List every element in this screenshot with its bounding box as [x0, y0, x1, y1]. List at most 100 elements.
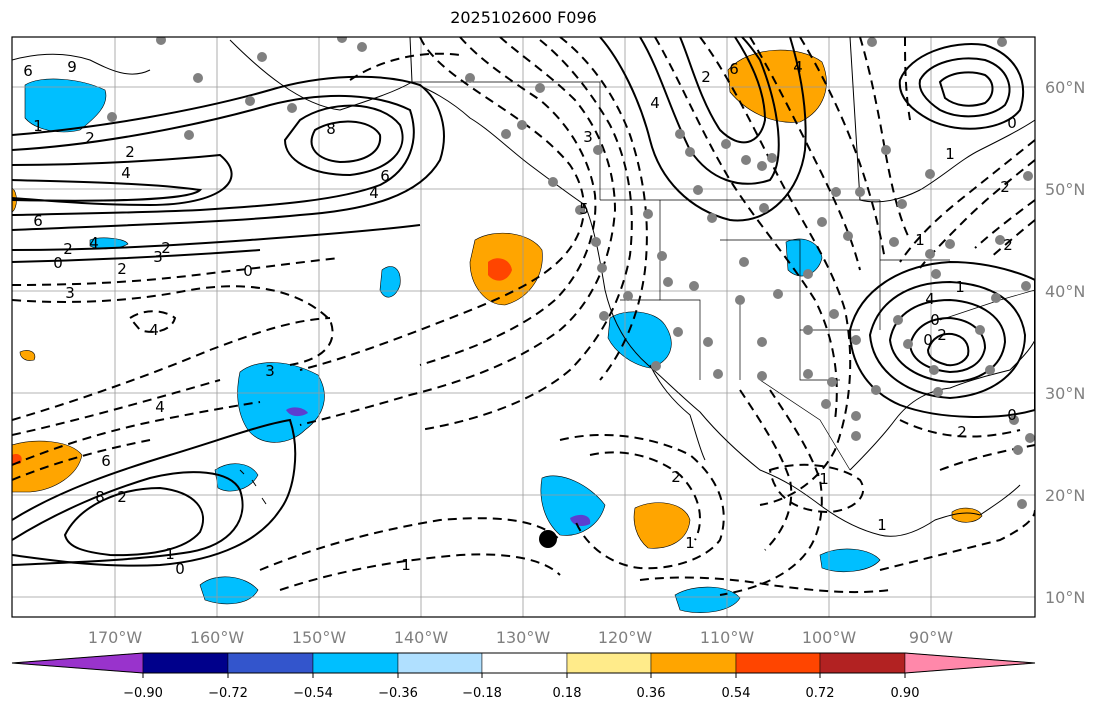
lon-label: 120°W — [598, 628, 653, 647]
lat-label: 20°N — [1045, 486, 1085, 505]
colorbar-tick-label: −0.36 — [378, 686, 418, 701]
colorbar-segment — [566, 652, 652, 674]
lat-label: 60°N — [1045, 78, 1085, 97]
contour-label: 2 — [117, 260, 127, 278]
lon-label: 90°W — [909, 628, 953, 647]
contour-label: 2 — [63, 240, 73, 258]
colorbar-tick-label: −0.72 — [208, 686, 248, 701]
contour-label: 8 — [326, 120, 336, 138]
colorbar-tick-label: −0.54 — [293, 686, 333, 701]
contour-label: 2 — [701, 68, 711, 86]
contour-label: 2 — [937, 326, 947, 344]
chart-title: 2025102600 F096 — [450, 8, 597, 27]
contour-label: 0 — [1007, 114, 1017, 132]
contour-label: 2 — [125, 143, 135, 161]
colorbar-segment — [312, 652, 399, 674]
contour-label: 0 — [1007, 406, 1017, 424]
coastlines — [12, 37, 1035, 537]
boundaries — [412, 81, 1035, 471]
contour-label: 4 — [650, 94, 660, 112]
contour-label: 6 — [101, 452, 111, 470]
contour-label: 5 — [579, 200, 589, 218]
lat-label: 30°N — [1045, 384, 1085, 403]
longitude-labels: 170°W 160°W 150°W 140°W 130°W 120°W 110°… — [88, 628, 953, 647]
contour-label: 6 — [729, 60, 739, 78]
lat-label: 10°N — [1045, 588, 1085, 607]
shade-blue-central — [237, 362, 325, 443]
contour-label: 2 — [117, 488, 127, 506]
contour-label: 2 — [1003, 236, 1013, 254]
colorbar-segment — [142, 652, 229, 674]
contour-label: 4 — [925, 290, 935, 308]
colorbar-tick-label: 0.90 — [891, 686, 920, 701]
lat-label: 50°N — [1045, 180, 1085, 199]
shade-blue-gulf — [379, 266, 401, 298]
contour-label: 0 — [930, 311, 940, 329]
contour-label: 2 — [671, 468, 681, 486]
contour-label: 0 — [243, 262, 253, 280]
contour-label: 1 — [877, 516, 887, 534]
colorbar-tick-label: −0.18 — [462, 686, 502, 701]
map-frame — [11, 36, 1036, 618]
colorbar-tick-label: 0.54 — [722, 686, 751, 701]
lon-label: 150°W — [292, 628, 347, 647]
contour-label: 4 — [121, 164, 131, 182]
colorbar-segment — [735, 652, 821, 674]
colorbar-segment — [650, 652, 737, 674]
lon-label: 170°W — [88, 628, 143, 647]
colorbar: −0.90 −0.72 −0.54 −0.36 −0.18 0.18 0.36 … — [11, 652, 1036, 701]
shade-blue-calif — [607, 311, 672, 369]
contour-label: 2 — [957, 423, 967, 441]
gridlines — [12, 37, 1035, 617]
shade-blue-hawaii — [214, 463, 259, 492]
contour-label: 1 — [915, 231, 925, 249]
contours-dashed — [12, 37, 1035, 596]
contour-label: 0 — [175, 560, 185, 578]
colorbar-tick-label: −0.90 — [123, 686, 163, 701]
contour-label: 2 — [85, 129, 95, 147]
contour-label: 2 — [161, 239, 171, 257]
contour-label: 3 — [265, 362, 275, 380]
contour-label: 4 — [369, 184, 379, 202]
lon-label: 110°W — [700, 628, 755, 647]
contour-label: 1 — [945, 145, 955, 163]
contour-label: 9 — [67, 58, 77, 76]
lat-label: 40°N — [1045, 282, 1085, 301]
contour-label: 4 — [793, 58, 803, 76]
contour-label: 6 — [380, 167, 390, 185]
contour-label: 0 — [53, 254, 63, 272]
contour-labels: 6 9 1 2 2 4 6 2 0 3 4 8 6 4 2 2 0 3 4 6 … — [23, 58, 1017, 578]
contour-label: 1 — [165, 545, 175, 563]
shade-orange-small — [19, 350, 36, 361]
lon-label: 100°W — [802, 628, 857, 647]
colorbar-tick-label: 0.36 — [637, 686, 666, 701]
contour-label: 4 — [89, 234, 99, 252]
contour-label: 1 — [819, 470, 829, 488]
shaded-anomalies — [12, 49, 983, 613]
shade-blue-nw — [24, 78, 107, 133]
shade-purple-subtropic — [570, 514, 591, 526]
shade-red-pacific — [488, 258, 512, 281]
contour-label: 3 — [583, 128, 593, 146]
lon-label: 160°W — [190, 628, 245, 647]
contour-label: 6 — [23, 62, 33, 80]
colorbar-segment — [819, 652, 906, 674]
contour-label: 1 — [685, 534, 695, 552]
contour-label: 4 — [155, 398, 165, 416]
contour-label: 1 — [955, 278, 965, 296]
contour-label: 6 — [33, 212, 43, 230]
station-dots — [107, 37, 1035, 509]
contour-label: 3 — [65, 284, 75, 302]
colorbar-extend-high — [904, 652, 1036, 674]
shade-purple-central — [286, 407, 308, 417]
shade-orange-caribbean — [951, 507, 983, 523]
contour-label: 4 — [149, 321, 159, 339]
contour-label: 1 — [401, 556, 411, 574]
colorbar-segment — [227, 652, 314, 674]
shade-blue-rockies — [785, 238, 823, 277]
contour-label: 8 — [95, 488, 105, 506]
contour-label: 3 — [153, 248, 163, 266]
map-background — [12, 37, 1035, 617]
colorbar-tick-label: 0.18 — [553, 686, 582, 701]
